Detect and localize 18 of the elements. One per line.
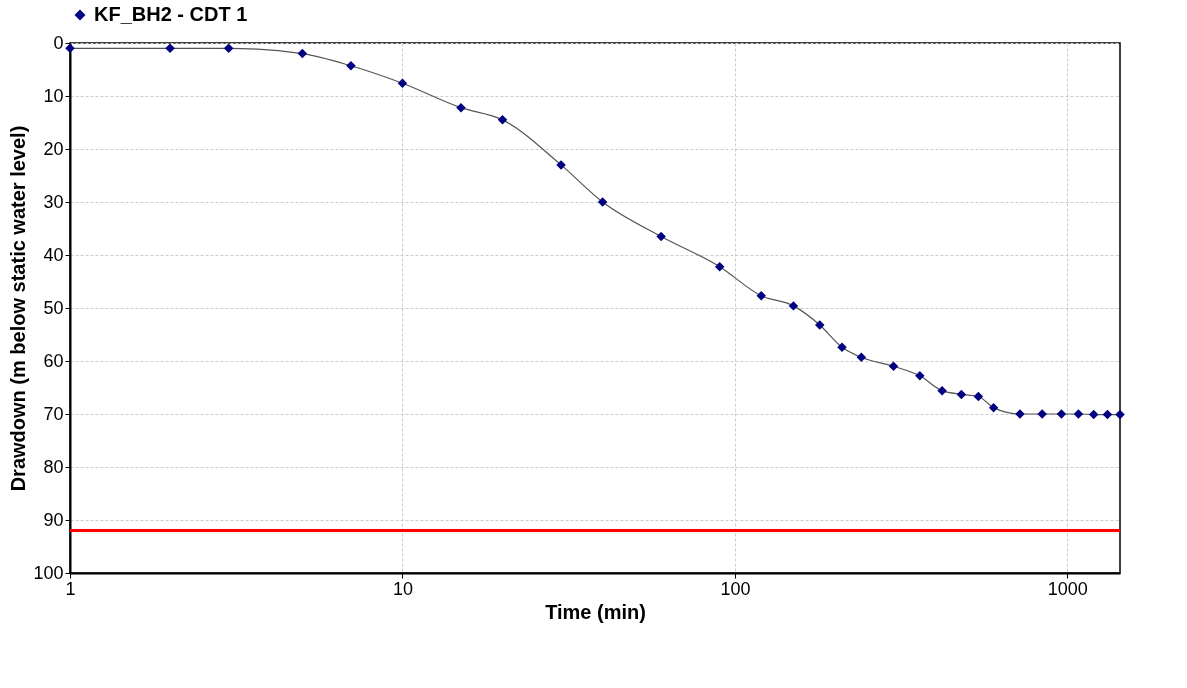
- x-tick-label: 1000: [1047, 578, 1088, 599]
- legend-label: KF_BH2 - CDT 1: [94, 3, 248, 25]
- y-tick-label: 40: [43, 244, 64, 265]
- y-tick-label: 70: [43, 403, 64, 424]
- x-tick-label: 10: [392, 578, 413, 599]
- y-tick-label: 50: [43, 297, 64, 318]
- x-tick-label: 1: [65, 578, 76, 599]
- x-tick-label: 100: [720, 578, 751, 599]
- x-axis-title: Time (min): [545, 600, 646, 623]
- y-axis-title: Drawdown (m below static water level): [7, 125, 30, 492]
- y-tick-label: 60: [43, 350, 64, 371]
- y-tick-label: 10: [43, 85, 64, 106]
- y-tick-label: 0: [53, 32, 64, 53]
- y-tick-label: 80: [43, 456, 64, 477]
- y-tick-label: 100: [33, 562, 64, 583]
- y-tick-label: 20: [43, 138, 64, 159]
- y-tick-label: 90: [43, 509, 64, 530]
- y-tick-label: 30: [43, 191, 64, 212]
